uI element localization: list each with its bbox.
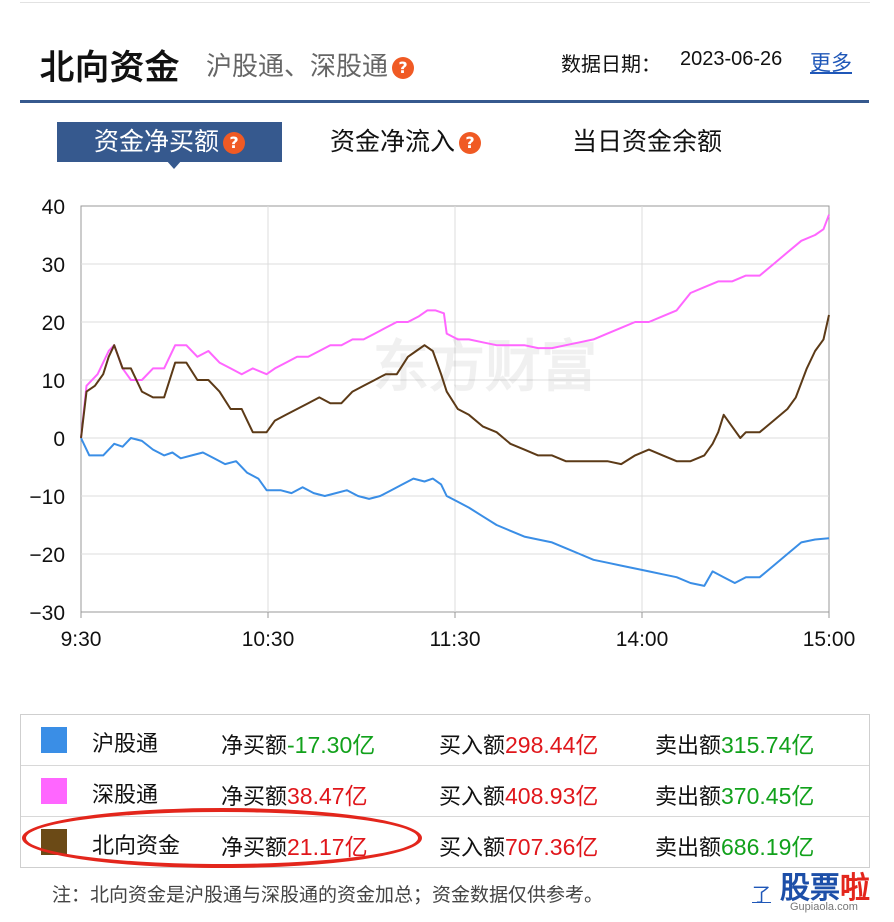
header-rule bbox=[20, 100, 869, 103]
series-line bbox=[80, 314, 830, 466]
net-buy-label: 净买额 bbox=[221, 785, 288, 810]
buy-value: 408.93亿 bbox=[505, 783, 599, 809]
tab-net-inflow[interactable]: 资金净流入? bbox=[330, 122, 482, 162]
legend-swatch bbox=[41, 727, 67, 753]
buy-label: 买入额 bbox=[439, 785, 506, 810]
net-buy-value: -17.30亿 bbox=[287, 732, 376, 758]
x-tick-label: 9:30 bbox=[61, 628, 102, 651]
y-tick-label: −30 bbox=[29, 602, 65, 625]
sell-label: 卖出额 bbox=[655, 836, 722, 861]
buy-cell: 买入额408.93亿 bbox=[439, 777, 598, 811]
footnote: 注：北向资金是沪股通与深股通的资金加总；资金数据仅供参考。 bbox=[52, 884, 604, 906]
footnote-link[interactable]: 了 bbox=[752, 884, 772, 906]
x-tick-label: 15:00 bbox=[803, 628, 856, 651]
site-logo-part2: 啦 bbox=[840, 871, 870, 906]
net-buy-value: 38.47亿 bbox=[287, 783, 368, 809]
y-tick-label: 10 bbox=[42, 370, 65, 393]
data-date-value: 2023-06-26 bbox=[680, 48, 783, 70]
x-tick-label: 10:30 bbox=[242, 628, 295, 651]
net-buy-cell: 净买额-17.30亿 bbox=[221, 726, 375, 760]
sell-label: 卖出额 bbox=[655, 785, 722, 810]
top-divider bbox=[20, 2, 870, 3]
buy-label: 买入额 bbox=[439, 836, 506, 861]
help-icon[interactable]: ? bbox=[459, 132, 482, 154]
legend-row-hgt: 沪股通 净买额-17.30亿 买入额298.44亿 卖出额315.74亿 bbox=[21, 715, 869, 765]
y-tick-label: 30 bbox=[42, 254, 65, 277]
sell-cell: 卖出额370.45亿 bbox=[655, 777, 814, 811]
highlight-oval bbox=[22, 808, 422, 868]
buy-cell: 买入额707.36亿 bbox=[439, 828, 598, 862]
net-buy-label: 净买额 bbox=[221, 734, 288, 759]
legend-series-name: 沪股通 bbox=[92, 732, 159, 757]
y-tick-label: 40 bbox=[42, 196, 65, 219]
series-line bbox=[80, 214, 830, 439]
tab-daily-balance-label: 当日资金余额 bbox=[572, 127, 723, 156]
tab-daily-balance[interactable]: 当日资金余额 bbox=[572, 122, 722, 162]
sell-value: 315.74亿 bbox=[721, 732, 815, 758]
buy-value: 707.36亿 bbox=[505, 834, 599, 860]
active-tab-caret bbox=[166, 160, 182, 169]
buy-cell: 买入额298.44亿 bbox=[439, 726, 598, 760]
y-tick-label: −20 bbox=[29, 544, 65, 567]
sell-label: 卖出额 bbox=[655, 734, 722, 759]
more-link[interactable]: 更多 bbox=[810, 51, 852, 75]
y-tick-label: 0 bbox=[53, 428, 65, 451]
buy-value: 298.44亿 bbox=[505, 732, 599, 758]
tab-net-buy[interactable]: 资金净买额? bbox=[57, 122, 282, 162]
y-tick-label: 20 bbox=[42, 312, 65, 335]
sell-cell: 卖出额686.19亿 bbox=[655, 828, 814, 862]
help-icon[interactable]: ? bbox=[392, 56, 415, 79]
site-logo: 股票啦 bbox=[780, 863, 870, 907]
legend-series-name: 深股通 bbox=[92, 783, 159, 808]
sell-cell: 卖出额315.74亿 bbox=[655, 726, 814, 760]
sell-value: 370.45亿 bbox=[721, 783, 815, 809]
sell-value: 686.19亿 bbox=[721, 834, 815, 860]
site-url: Gupiaola.com bbox=[790, 901, 858, 913]
site-logo-part1: 股票 bbox=[780, 871, 840, 906]
series-line bbox=[80, 437, 830, 587]
page-title: 北向资金 bbox=[40, 48, 180, 88]
net-buy-chart: 40 30 20 10 0 −10 −20 −30 9:30 10:30 11:30 14:00 15:… bbox=[29, 196, 856, 651]
page-subtitle: 沪股通、深股通? bbox=[206, 46, 415, 83]
net-buy-cell: 净买额38.47亿 bbox=[221, 777, 368, 811]
data-date-label: 数据日期： bbox=[561, 52, 661, 76]
tab-net-buy-label: 资金净买额 bbox=[93, 127, 219, 156]
x-tick-label: 14:00 bbox=[616, 628, 669, 651]
buy-label: 买入额 bbox=[439, 734, 506, 759]
chart-watermark: 东方财富 bbox=[373, 335, 597, 400]
x-tick-label: 11:30 bbox=[430, 628, 481, 651]
legend-swatch bbox=[41, 778, 67, 804]
page-subtitle-text: 沪股通、深股通 bbox=[206, 52, 389, 82]
legend-row-sgt: 深股通 净买额38.47亿 买入额408.93亿 卖出额370.45亿 bbox=[21, 765, 869, 816]
help-icon[interactable]: ? bbox=[223, 132, 245, 154]
y-tick-label: −10 bbox=[29, 486, 65, 509]
tab-net-inflow-label: 资金净流入 bbox=[330, 127, 456, 156]
